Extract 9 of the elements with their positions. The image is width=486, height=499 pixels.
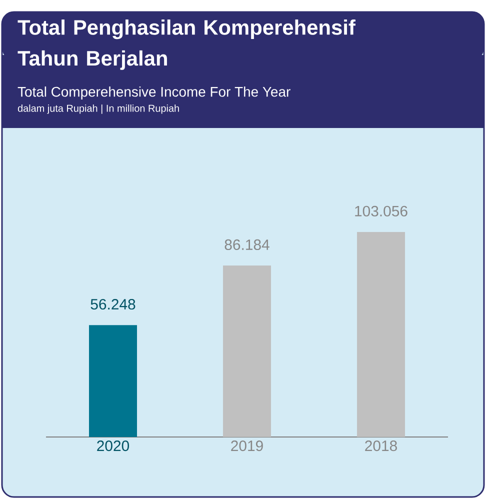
text: dalam juta Rupiah | In million Rupiah [18,104,179,114]
chart-subtitle: Total Comperehensive Income For The Year [18,86,290,100]
x-tick-label: 2019 [231,440,263,452]
x-tick-label: 2020 [97,440,130,452]
data-label: 103.056 [355,206,408,216]
x-tick-label: 2018 [365,440,397,452]
chart-title: Total Penghasilan Komperehensif Tahun Berjalan [18,20,356,70]
data-label: 86.184 [224,239,270,250]
data-label: 56.248 [90,298,136,310]
